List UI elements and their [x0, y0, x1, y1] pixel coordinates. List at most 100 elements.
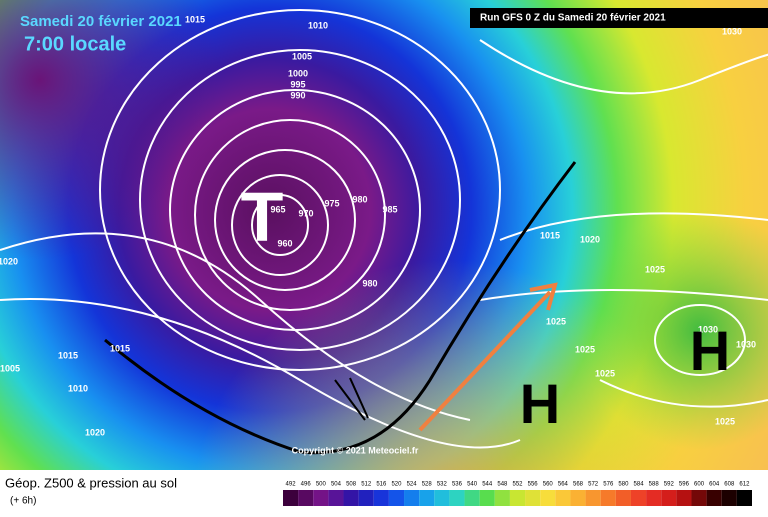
scale-label: 520	[391, 482, 402, 488]
scale-label: 584	[634, 482, 645, 488]
isobar-label: 970	[298, 208, 313, 218]
scale-label: 504	[331, 482, 342, 488]
run: Run GFS 0 Z du Samedi 20 février 2021	[480, 13, 666, 24]
scale-swatch	[313, 490, 329, 506]
isobar-label: 1025	[715, 416, 735, 426]
scale-label: 608	[724, 482, 735, 488]
scale-label: 580	[618, 482, 629, 488]
scale-swatch	[449, 490, 465, 506]
scale-label: 600	[694, 482, 705, 488]
scale-label: 516	[376, 482, 387, 488]
flow-arrow	[418, 282, 558, 432]
scale-swatch	[630, 490, 647, 506]
isobar-label: 1010	[68, 383, 88, 393]
scale-swatch	[570, 490, 586, 506]
scale-label: 512	[361, 482, 372, 488]
isobar-label: 1015	[58, 350, 78, 360]
scale-swatch	[736, 490, 752, 506]
scale-swatch	[555, 490, 571, 506]
isobar-label: 960	[277, 238, 292, 248]
time: 7:00 locale	[24, 33, 126, 55]
isobar-label: 1020	[0, 256, 18, 266]
isobar-label: 1025	[575, 344, 595, 354]
scale-swatch	[721, 490, 737, 506]
scale-label: 532	[437, 482, 448, 488]
scale-label: 508	[346, 482, 357, 488]
scale-label: 560	[543, 482, 554, 488]
scale-swatch	[615, 490, 631, 506]
scale-swatch	[328, 490, 344, 506]
scale-label: 552	[512, 482, 523, 488]
scale-label: 556	[528, 482, 539, 488]
isobar-label: 1005	[0, 363, 20, 373]
scale-swatch	[540, 490, 556, 506]
scale-swatch	[358, 490, 374, 506]
pressure-center: H	[520, 372, 560, 435]
scale-label: 548	[497, 482, 508, 488]
isobar-label: 1030	[736, 339, 756, 349]
scale-label: 596	[679, 482, 690, 488]
scale-swatch	[464, 490, 480, 506]
isobar-label: 980	[362, 278, 377, 288]
scale-swatch	[283, 490, 299, 506]
scale-swatch	[600, 490, 616, 506]
isobar-label: 965	[270, 204, 285, 214]
scale-label: 536	[452, 482, 463, 488]
scale-swatch	[479, 490, 495, 506]
scale-swatch	[434, 490, 450, 506]
scale-swatch	[373, 490, 389, 506]
pressure-center: H	[690, 319, 730, 382]
isobar-label: 990	[290, 90, 305, 100]
scale-label: 572	[588, 482, 599, 488]
scale-label: 528	[422, 482, 433, 488]
isobar-label: 1015	[110, 343, 130, 353]
isobar-label: 980	[352, 194, 367, 204]
scale-swatch	[646, 490, 662, 506]
isobar-label: 1010	[308, 20, 328, 30]
legend-lead: (+ 6h)	[10, 496, 36, 507]
isobar-label: 1000	[288, 68, 308, 78]
legend-title: Géop. Z500 & pression au sol	[5, 475, 177, 490]
scale-swatch	[494, 490, 510, 506]
isobar-label: 1025	[595, 368, 615, 378]
isobar-label: 995	[290, 79, 305, 89]
isobars	[0, 9, 768, 449]
scale-swatch	[419, 490, 435, 506]
run-box	[470, 8, 768, 28]
scale-swatch	[691, 490, 707, 506]
isobar-label: 1015	[540, 230, 560, 240]
isobar-label: 1025	[546, 316, 566, 326]
isobar-label: 985	[382, 204, 397, 214]
isobar-label: 1015	[185, 14, 205, 24]
scale-label: 612	[739, 482, 750, 488]
isobar-label: 1025	[645, 264, 665, 274]
scale-swatch	[661, 490, 677, 506]
scale-swatch	[388, 490, 405, 506]
scale-label: 544	[482, 482, 493, 488]
scale-swatch	[585, 490, 601, 506]
isobar-label: 1020	[580, 234, 600, 244]
date: Samedi 20 février 2021	[20, 13, 182, 30]
scale-label: 564	[558, 482, 569, 488]
trough-arrow	[334, 377, 369, 421]
scale-swatch	[404, 490, 420, 506]
copyright: Copyright © 2021 Meteociel.fr	[292, 445, 419, 455]
scale-label: 568	[573, 482, 584, 488]
scale-swatch	[706, 490, 722, 506]
scale-swatch	[676, 490, 692, 506]
scale-label: 588	[649, 482, 660, 488]
scale-label: 576	[603, 482, 614, 488]
isobar-label: 1030	[698, 324, 718, 334]
isobar-label: 1005	[292, 51, 312, 61]
scale-label: 500	[316, 482, 327, 488]
isobar-label: 1020	[85, 427, 105, 437]
scale-swatch	[343, 490, 359, 506]
scale-label: 492	[286, 482, 297, 488]
scale-label: 540	[467, 482, 478, 488]
isobar-label: 975	[324, 198, 339, 208]
scale-label: 496	[301, 482, 312, 488]
isobar-label: 1030	[722, 26, 742, 36]
scale-label: 524	[407, 482, 418, 488]
trough-line	[104, 161, 577, 455]
